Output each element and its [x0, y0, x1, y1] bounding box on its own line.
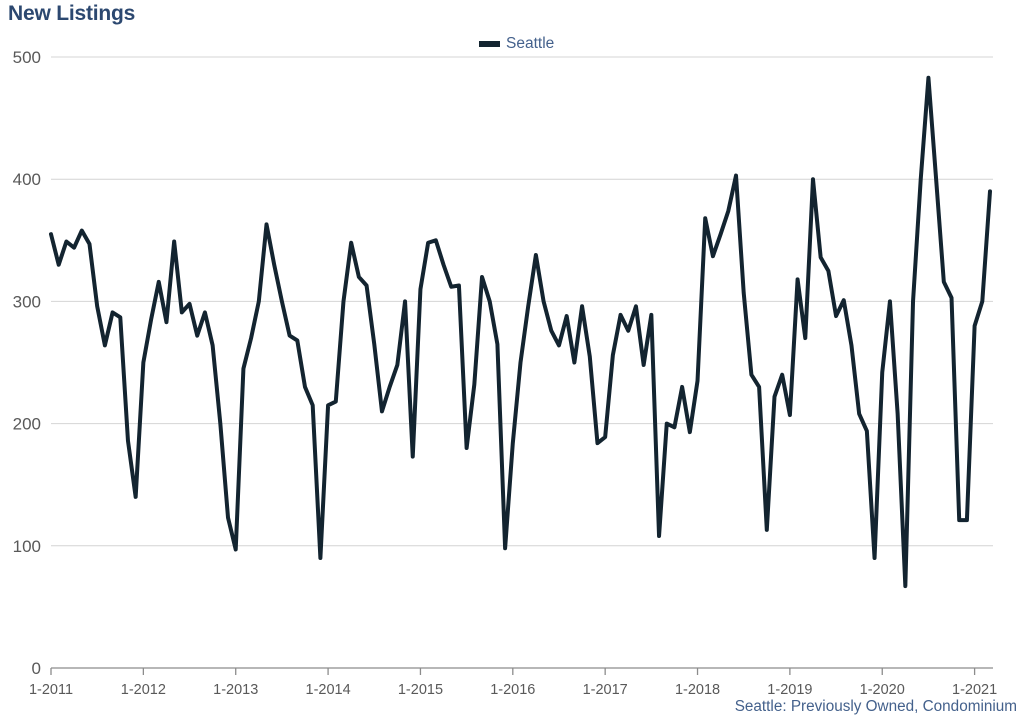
svg-text:1-2017: 1-2017 — [583, 682, 628, 698]
svg-text:0: 0 — [32, 659, 41, 678]
svg-text:1-2020: 1-2020 — [860, 682, 905, 698]
svg-text:1-2013: 1-2013 — [213, 682, 258, 698]
svg-text:400: 400 — [13, 170, 41, 189]
svg-text:1-2016: 1-2016 — [490, 682, 535, 698]
svg-text:200: 200 — [13, 415, 41, 434]
svg-text:1-2019: 1-2019 — [767, 682, 812, 698]
svg-text:1-2018: 1-2018 — [675, 682, 720, 698]
svg-text:1-2021: 1-2021 — [952, 682, 997, 698]
svg-text:1-2014: 1-2014 — [306, 682, 351, 698]
svg-text:100: 100 — [13, 537, 41, 556]
svg-text:1-2015: 1-2015 — [398, 682, 443, 698]
svg-text:300: 300 — [13, 292, 41, 311]
svg-text:1-2011: 1-2011 — [29, 682, 73, 698]
svg-text:1-2012: 1-2012 — [121, 682, 166, 698]
svg-text:500: 500 — [13, 48, 41, 67]
